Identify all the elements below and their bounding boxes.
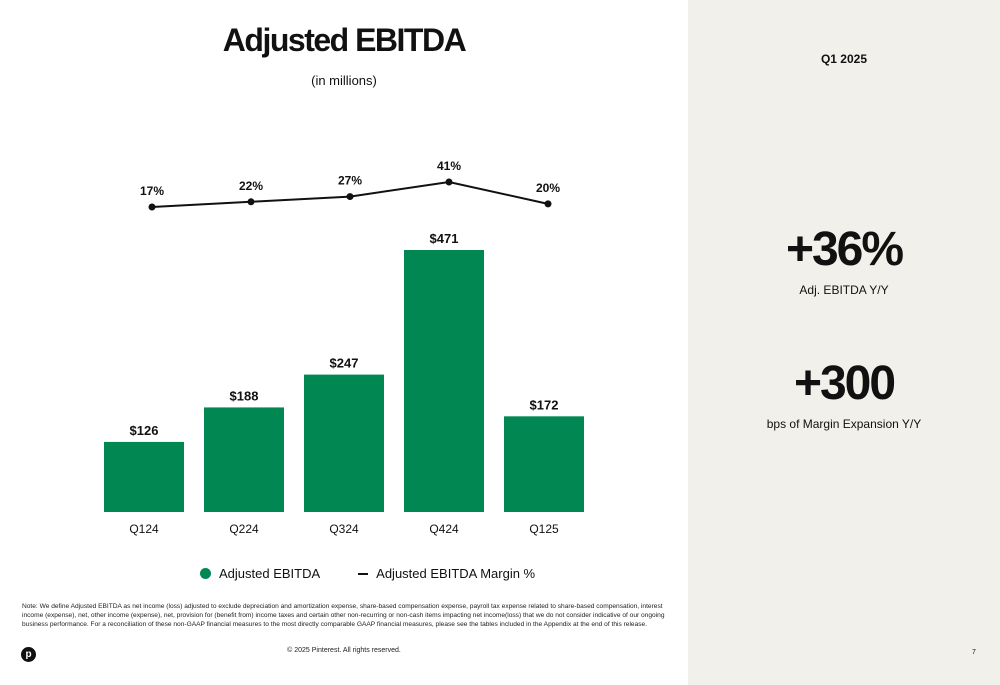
x-tick-label: Q424 [429, 522, 459, 536]
bar-value-label: $471 [430, 231, 459, 246]
bar-value-label: $188 [230, 388, 259, 403]
x-tick-label: Q125 [529, 522, 559, 536]
bar-q224 [204, 407, 284, 512]
x-tick-label: Q124 [129, 522, 159, 536]
slide-subtitle: (in millions) [311, 73, 377, 88]
kpi-sidebar [688, 0, 1000, 685]
bar-value-label: $172 [530, 397, 559, 412]
legend-item-line: Adjusted EBITDA Margin % [358, 566, 535, 581]
margin-point-q224 [247, 198, 255, 206]
period-label: Q1 2025 [820, 52, 868, 66]
margin-value-label: 41% [437, 159, 461, 173]
x-tick-label: Q224 [229, 522, 259, 536]
kpi-ebitda-growth-label: Adj. EBITDA Y/Y [799, 283, 889, 297]
chart-legend: Adjusted EBITDA Adjusted EBITDA Margin % [200, 566, 535, 581]
copyright-text: © 2025 Pinterest. All rights reserved. [287, 647, 401, 654]
margin-value-label: 20% [536, 181, 560, 195]
bar-q324 [304, 374, 384, 512]
margin-value-label: 22% [239, 179, 263, 193]
bar-value-label: $247 [330, 356, 359, 371]
legend-line-label: Adjusted EBITDA Margin % [376, 566, 536, 581]
margin-value-label: 17% [140, 184, 164, 198]
bar-q124 [104, 441, 184, 512]
legend-item-bar: Adjusted EBITDA [200, 566, 320, 581]
margin-point-q324 [346, 193, 354, 201]
legend-line-marker [358, 572, 369, 575]
chart-panel [0, 0, 688, 685]
bar-value-label: $126 [130, 423, 159, 438]
pinterest-logo-icon: p [21, 647, 36, 662]
kpi-margin-expansion-label: bps of Margin Expansion Y/Y [766, 417, 922, 431]
ebitda-chart: $126 Q124 $188 Q224 $247 Q324 $471 Q424 $172 Q125… [104, 159, 584, 536]
margin-value-label: 27% [338, 174, 362, 188]
margin-point-q124 [148, 203, 156, 211]
bar-q125 [504, 416, 584, 512]
slide-title: Adjusted EBITDA [222, 22, 467, 58]
legend-bar-label: Adjusted EBITDA [219, 566, 321, 581]
page-number: 7 [972, 649, 976, 656]
kpi-ebitda-growth-value: +36% [785, 223, 904, 276]
legend-bar-marker [200, 568, 211, 579]
bar-q424 [404, 250, 484, 512]
x-tick-label: Q324 [329, 522, 359, 536]
margin-point-q125 [544, 200, 552, 208]
kpi-margin-expansion-value: +300 [793, 357, 896, 410]
footnote: Note: We define Adjusted EBITDA as net i… [22, 603, 665, 628]
margin-point-q424 [445, 178, 453, 186]
